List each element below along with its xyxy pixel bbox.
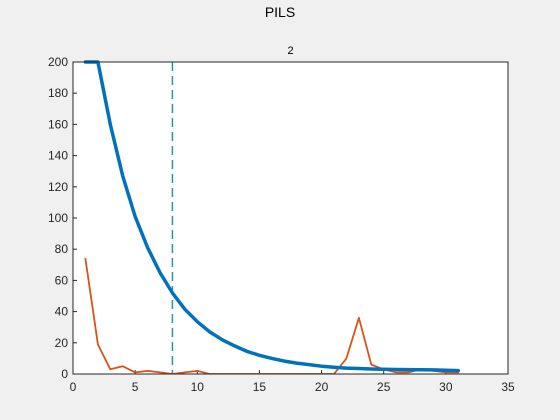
y-tick-label: 200 [48, 55, 68, 69]
axes-background [73, 62, 508, 374]
x-tick-label: 10 [191, 380, 205, 394]
x-tick-label: 5 [132, 380, 139, 394]
y-tick-label: 100 [48, 211, 68, 225]
x-tick-label: 15 [253, 380, 267, 394]
y-tick-label: 180 [48, 86, 68, 100]
axes-title: 2 [287, 45, 293, 57]
y-tick-label: 120 [48, 180, 68, 194]
x-tick-label: 35 [501, 380, 515, 394]
x-tick-label: 0 [70, 380, 77, 394]
x-tick-label: 20 [315, 380, 329, 394]
axes-box [72, 61, 509, 375]
y-tick-label: 0 [61, 367, 68, 381]
series-line-blue [83, 60, 461, 373]
y-tick-label: 20 [55, 336, 69, 350]
x-tick-label: 30 [439, 380, 453, 394]
y-tick-label: 160 [48, 117, 68, 131]
figure-title: PILS [264, 4, 296, 20]
y-tick-label: 140 [48, 149, 68, 163]
series-line-orange [84, 257, 460, 374]
y-tick-label: 80 [55, 242, 69, 256]
x-tick-label: 25 [377, 380, 391, 394]
y-tick-label: 40 [55, 305, 69, 319]
y-tick-label: 60 [55, 273, 69, 287]
